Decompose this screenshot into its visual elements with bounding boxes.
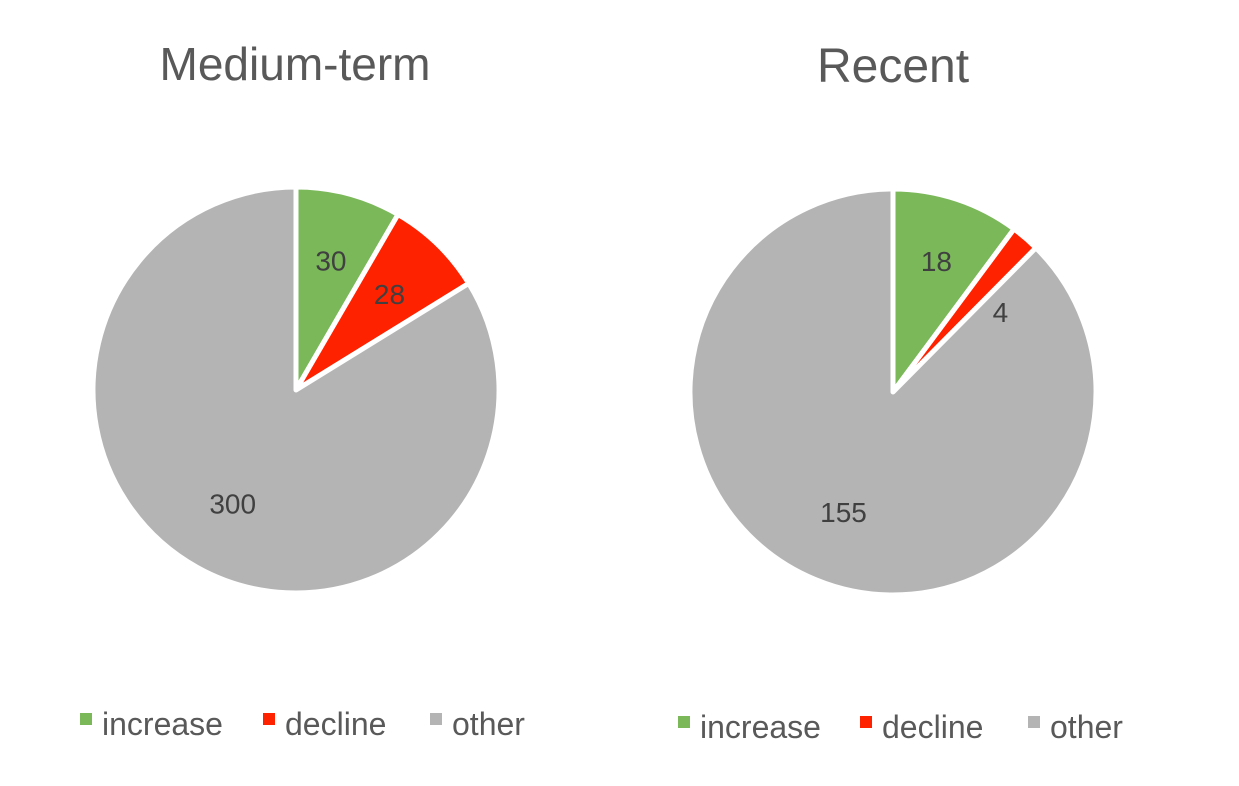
legend-label-decline: decline (285, 706, 386, 742)
pie-slice-increase (293, 184, 401, 393)
legend-label-decline: decline (882, 709, 983, 745)
data-label-other: 155 (820, 497, 867, 528)
legend-swatch-increase (80, 713, 92, 725)
data-label-decline: 28 (374, 279, 405, 310)
legend-label-increase: increase (700, 709, 821, 745)
data-labels: 18 4 155 (820, 246, 1008, 528)
pie-slices (90, 184, 502, 596)
legend-swatch-decline (860, 716, 872, 728)
data-label-other: 300 (209, 489, 256, 520)
legend-swatch-other (430, 713, 442, 725)
chart-title: Medium-term (160, 38, 431, 90)
data-labels: 30 28 300 (209, 246, 405, 520)
chart-title: Recent (817, 40, 969, 93)
pie-slice-other (90, 184, 502, 596)
legend-label-other: other (452, 706, 525, 742)
pie-slice-increase (890, 186, 1017, 395)
legend-swatch-other (1028, 716, 1040, 728)
data-label-decline: 4 (993, 297, 1009, 328)
pie-chart-medium-term: Medium-term 30 28 300 increase decline other (80, 38, 525, 742)
legend-swatch-increase (678, 716, 690, 728)
legend-label-other: other (1050, 709, 1123, 745)
legend-label-increase: increase (102, 706, 223, 742)
pie-slices (687, 186, 1099, 598)
data-label-increase: 18 (921, 246, 952, 277)
legend: increase decline other (80, 706, 525, 742)
pie-slice-other (687, 186, 1099, 598)
legend-swatch-decline (263, 713, 275, 725)
legend: increase decline other (678, 709, 1123, 745)
pie-chart-recent: Recent 18 4 155 increase decline other (678, 40, 1123, 745)
data-label-increase: 30 (315, 246, 346, 277)
